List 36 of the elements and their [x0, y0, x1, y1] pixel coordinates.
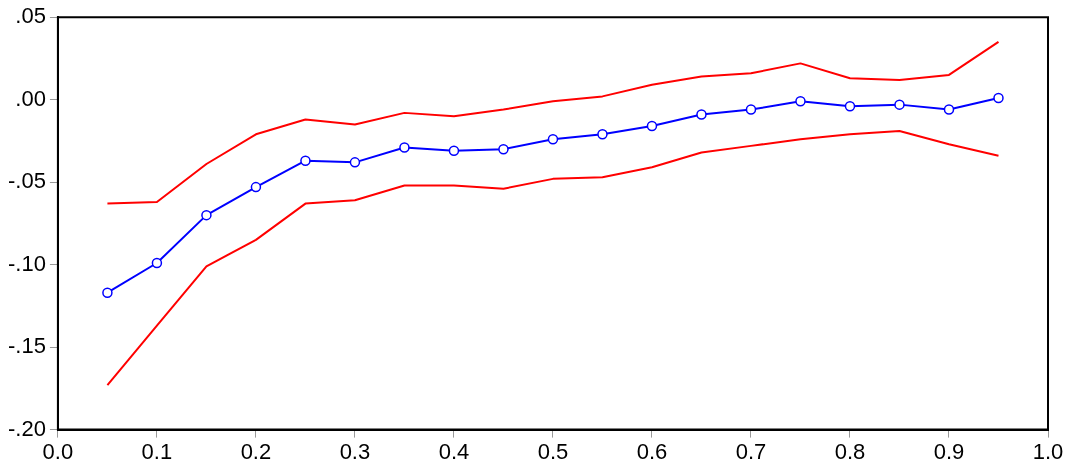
point — [795, 96, 806, 107]
x-tick-label: 0.9 — [933, 438, 965, 464]
y-tick-label: -.05 — [7, 168, 46, 194]
point — [399, 142, 410, 153]
point — [993, 92, 1004, 104]
point — [250, 181, 262, 193]
point — [349, 157, 361, 168]
point — [151, 257, 163, 269]
y-tick-label: .05 — [15, 3, 46, 29]
point — [844, 101, 856, 112]
point — [597, 129, 608, 140]
x-tick-label: 0.1 — [141, 438, 173, 464]
y-tick-label: -.15 — [7, 333, 46, 359]
x-tick-label: 0.3 — [339, 438, 371, 464]
point — [894, 99, 905, 110]
x-tick-label: 0.8 — [834, 438, 866, 464]
point — [498, 143, 509, 155]
point — [646, 120, 658, 132]
x-tick-label: 0.7 — [735, 438, 767, 464]
y-tick-label: -.10 — [7, 250, 46, 276]
y-tick-label: -.20 — [7, 415, 46, 441]
y-tick-label: .00 — [15, 85, 46, 111]
point — [943, 104, 955, 115]
x-tick-label: 0.2 — [240, 438, 272, 464]
x-tick-label: 0.6 — [636, 438, 668, 464]
x-tick-label: 0.5 — [537, 438, 569, 464]
point — [448, 145, 460, 157]
point — [696, 109, 707, 120]
point — [300, 155, 311, 166]
point — [201, 209, 212, 221]
point — [102, 287, 113, 298]
x-tick-label: 0.4 — [438, 438, 470, 464]
x-tick-label: 0.0 — [42, 438, 74, 464]
point — [745, 104, 757, 115]
point — [547, 134, 559, 145]
x-tick-label: 1.0 — [1032, 438, 1064, 464]
